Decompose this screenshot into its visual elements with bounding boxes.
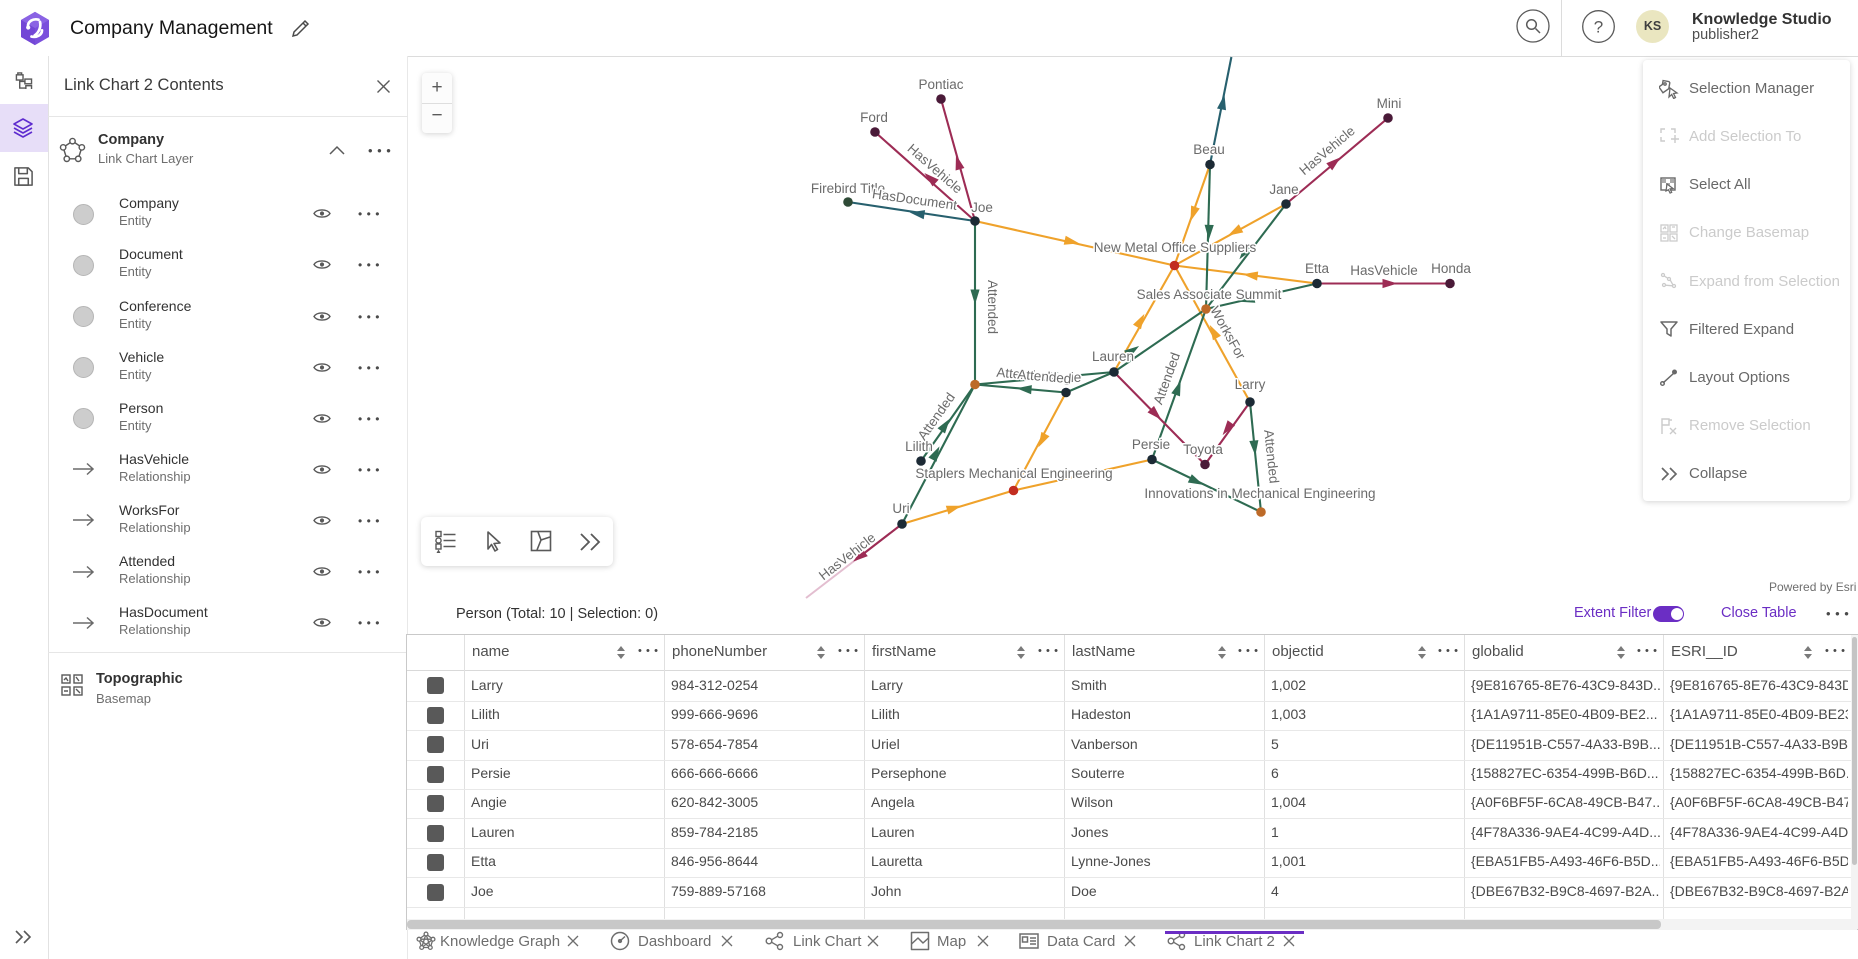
svg-text:Etta: Etta [1305, 261, 1330, 276]
svg-text:Mini: Mini [1377, 96, 1402, 111]
svg-text:Uri: Uri [892, 501, 909, 516]
svg-text:Attended: Attended [1261, 429, 1282, 484]
svg-text:Jane: Jane [1269, 182, 1298, 197]
svg-text:Honda: Honda [1431, 261, 1471, 276]
svg-text:Firebird Title: Firebird Title [811, 181, 885, 196]
svg-text:Attended: Attended [985, 280, 1000, 334]
svg-text:?: ? [1594, 18, 1603, 37]
svg-text:Angie: Angie [1047, 370, 1082, 385]
svg-text:HasVehicle: HasVehicle [1350, 263, 1418, 278]
svg-text:Lauren: Lauren [1092, 349, 1134, 364]
svg-text:HasVehicle: HasVehicle [816, 530, 878, 583]
svg-text:Pontiac: Pontiac [918, 77, 963, 92]
svg-text:Beau: Beau [1193, 142, 1225, 157]
svg-text:Toyota: Toyota [1183, 442, 1223, 457]
svg-text:Staplers Mechanical Engineerin: Staplers Mechanical Engineering [915, 466, 1112, 481]
svg-text:Attended: Attended [1017, 367, 1072, 387]
svg-text:Sales Associate Summit: Sales Associate Summit [1137, 287, 1282, 302]
svg-text:Lilith: Lilith [905, 439, 933, 454]
svg-text:Attended: Attended [996, 365, 1051, 385]
svg-text:Attended: Attended [1150, 351, 1183, 407]
svg-text:New Metal Office Suppliers: New Metal Office Suppliers [1094, 240, 1257, 255]
svg-text:Innovations in Mechanical Engi: Innovations in Mechanical Engineering [1144, 486, 1375, 501]
svg-text:Ford: Ford [860, 110, 888, 125]
svg-text:Joe: Joe [971, 200, 993, 215]
svg-text:HasDocument: HasDocument [871, 186, 958, 213]
svg-text:Larry: Larry [1235, 377, 1266, 392]
svg-text:Persie: Persie [1132, 437, 1170, 452]
